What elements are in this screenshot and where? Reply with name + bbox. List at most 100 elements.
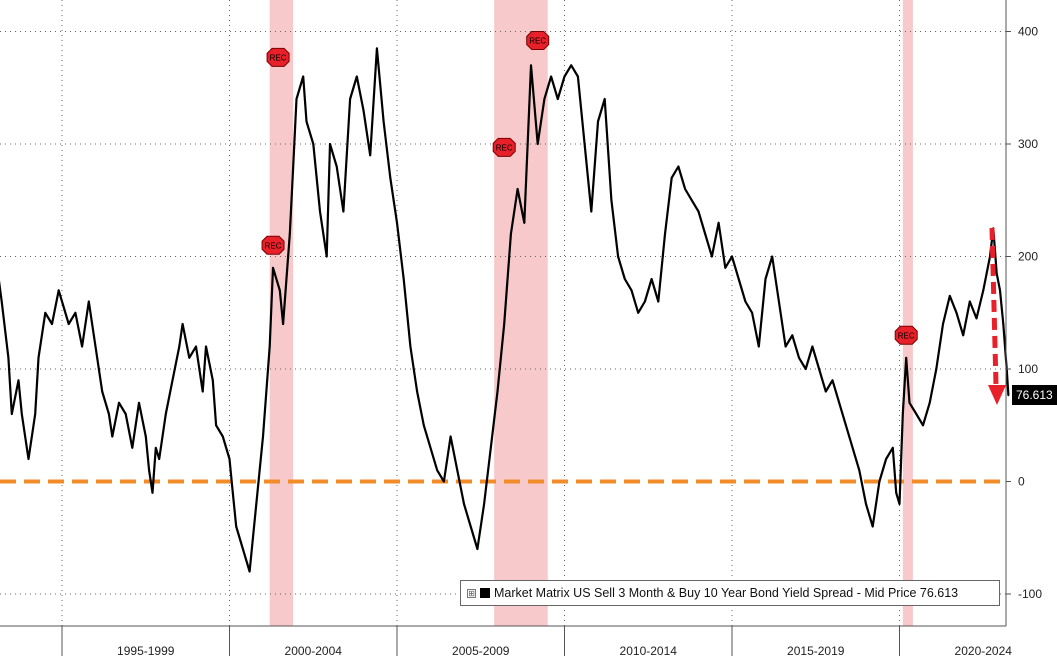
data-point-90 — [463, 503, 465, 505]
trend-arrow-icon — [988, 227, 1006, 405]
data-point-111 — [603, 98, 606, 100]
data-point-163 — [935, 368, 938, 370]
rec-marker-3: REC — [526, 31, 550, 50]
data-point-12 — [0, 300, 3, 303]
data-point-46 — [201, 390, 204, 393]
data-point-51 — [228, 458, 231, 460]
data-point-68 — [319, 210, 321, 213]
data-point-159 — [908, 401, 911, 404]
x-tick-label-2: 2005-2009 — [452, 644, 510, 656]
data-point-53 — [235, 525, 238, 528]
data-point-133 — [751, 311, 753, 314]
data-point-161 — [922, 424, 924, 427]
data-point-152 — [878, 480, 881, 483]
data-point-15 — [17, 379, 20, 382]
data-point-35 — [144, 435, 147, 438]
data-point-130 — [731, 255, 733, 258]
data-point-23 — [67, 323, 70, 325]
data-point-136 — [771, 255, 774, 258]
data-point-117 — [644, 300, 646, 303]
data-point-127 — [711, 255, 713, 258]
y-tick-label-1: 300 — [1018, 137, 1038, 151]
data-point-148 — [851, 446, 854, 449]
x-tick-label-0: 1995-1999 — [117, 644, 175, 656]
data-point-75 — [362, 109, 365, 112]
data-point-64 — [295, 98, 298, 100]
data-point-29 — [108, 413, 110, 415]
data-point-78 — [382, 120, 385, 123]
data-point-52 — [231, 491, 234, 494]
data-point-160 — [915, 413, 918, 415]
data-point-22 — [57, 289, 60, 292]
legend-expand-icon[interactable]: ⊞ — [467, 588, 476, 598]
data-point-18 — [34, 413, 37, 415]
data-point-55 — [248, 570, 251, 573]
data-point-142 — [811, 345, 814, 348]
data-point-170 — [982, 289, 985, 292]
data-point-99 — [523, 221, 526, 224]
data-point-121 — [670, 176, 673, 179]
series-line-0 — [0, 47, 1010, 573]
legend-text: Market Matrix US Sell 3 Month & Buy 10 Y… — [494, 586, 959, 600]
data-point-21 — [51, 323, 53, 325]
data-point-95 — [496, 390, 499, 393]
data-point-58 — [268, 345, 271, 348]
data-point-98 — [516, 188, 519, 190]
data-point-147 — [845, 424, 847, 427]
data-point-24 — [74, 311, 77, 314]
data-point-40 — [164, 413, 167, 415]
data-point-66 — [305, 120, 308, 123]
data-point-47 — [205, 345, 207, 348]
data-point-144 — [824, 390, 827, 393]
data-point-164 — [942, 323, 944, 325]
rec-marker-4: REC — [894, 325, 918, 345]
x-tick-label-5: 2020-2024 — [955, 644, 1013, 656]
data-point-131 — [737, 278, 740, 280]
x-tick-label-4: 2015-2019 — [787, 644, 845, 656]
data-point-168 — [968, 300, 971, 303]
data-point-109 — [590, 210, 593, 213]
data-point-74 — [355, 75, 358, 78]
x-tick-label-3: 2010-2014 — [620, 644, 678, 656]
data-point-50 — [221, 435, 224, 438]
data-point-103 — [550, 75, 552, 78]
data-point-153 — [885, 458, 887, 460]
data-point-38 — [154, 446, 157, 449]
rec-marker-label: REC — [270, 53, 287, 62]
data-point-143 — [818, 368, 820, 370]
data-point-89 — [456, 469, 459, 472]
y-tick-label-5: -100 — [1018, 587, 1042, 601]
y-tick-label-0: 400 — [1018, 25, 1038, 39]
data-point-92 — [476, 548, 479, 550]
data-point-91 — [469, 525, 472, 528]
data-point-49 — [215, 424, 218, 427]
data-point-138 — [784, 345, 787, 348]
data-point-116 — [637, 311, 640, 314]
arrow-shaft — [989, 227, 999, 386]
x-tick-label-1: 2000-2004 — [285, 644, 343, 656]
data-point-93 — [483, 503, 485, 505]
data-point-118 — [650, 278, 653, 280]
data-point-149 — [858, 469, 861, 472]
data-point-174 — [999, 289, 1001, 292]
data-point-122 — [677, 165, 680, 168]
data-point-120 — [664, 233, 666, 235]
data-point-43 — [181, 323, 184, 325]
last-value-tag: 76.613 — [1012, 385, 1057, 405]
data-point-72 — [342, 210, 345, 213]
data-point-132 — [744, 300, 747, 303]
data-point-173 — [995, 272, 998, 275]
data-point-137 — [778, 300, 780, 303]
data-point-83 — [416, 390, 418, 393]
data-point-102 — [543, 98, 546, 100]
data-point-14 — [10, 413, 13, 415]
data-point-108 — [583, 143, 586, 145]
data-point-165 — [948, 294, 951, 297]
data-point-20 — [44, 311, 47, 314]
data-point-42 — [178, 345, 181, 348]
data-point-105 — [563, 75, 566, 78]
data-point-156 — [898, 503, 901, 505]
rec-marker-label: REC — [529, 37, 546, 46]
data-point-70 — [329, 143, 331, 145]
